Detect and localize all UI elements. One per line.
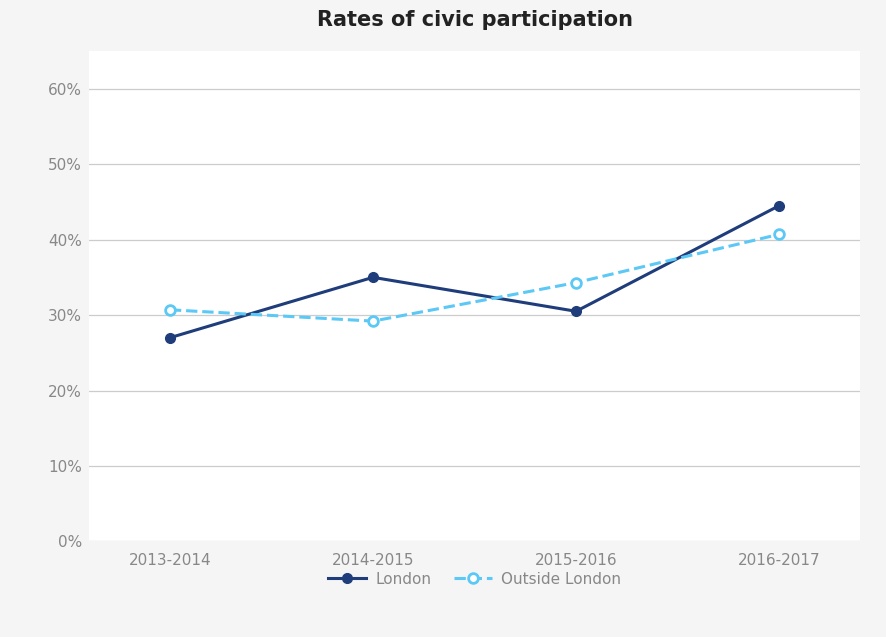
Legend: London, Outside London: London, Outside London <box>322 566 626 592</box>
Title: Rates of civic participation: Rates of civic participation <box>316 10 632 30</box>
